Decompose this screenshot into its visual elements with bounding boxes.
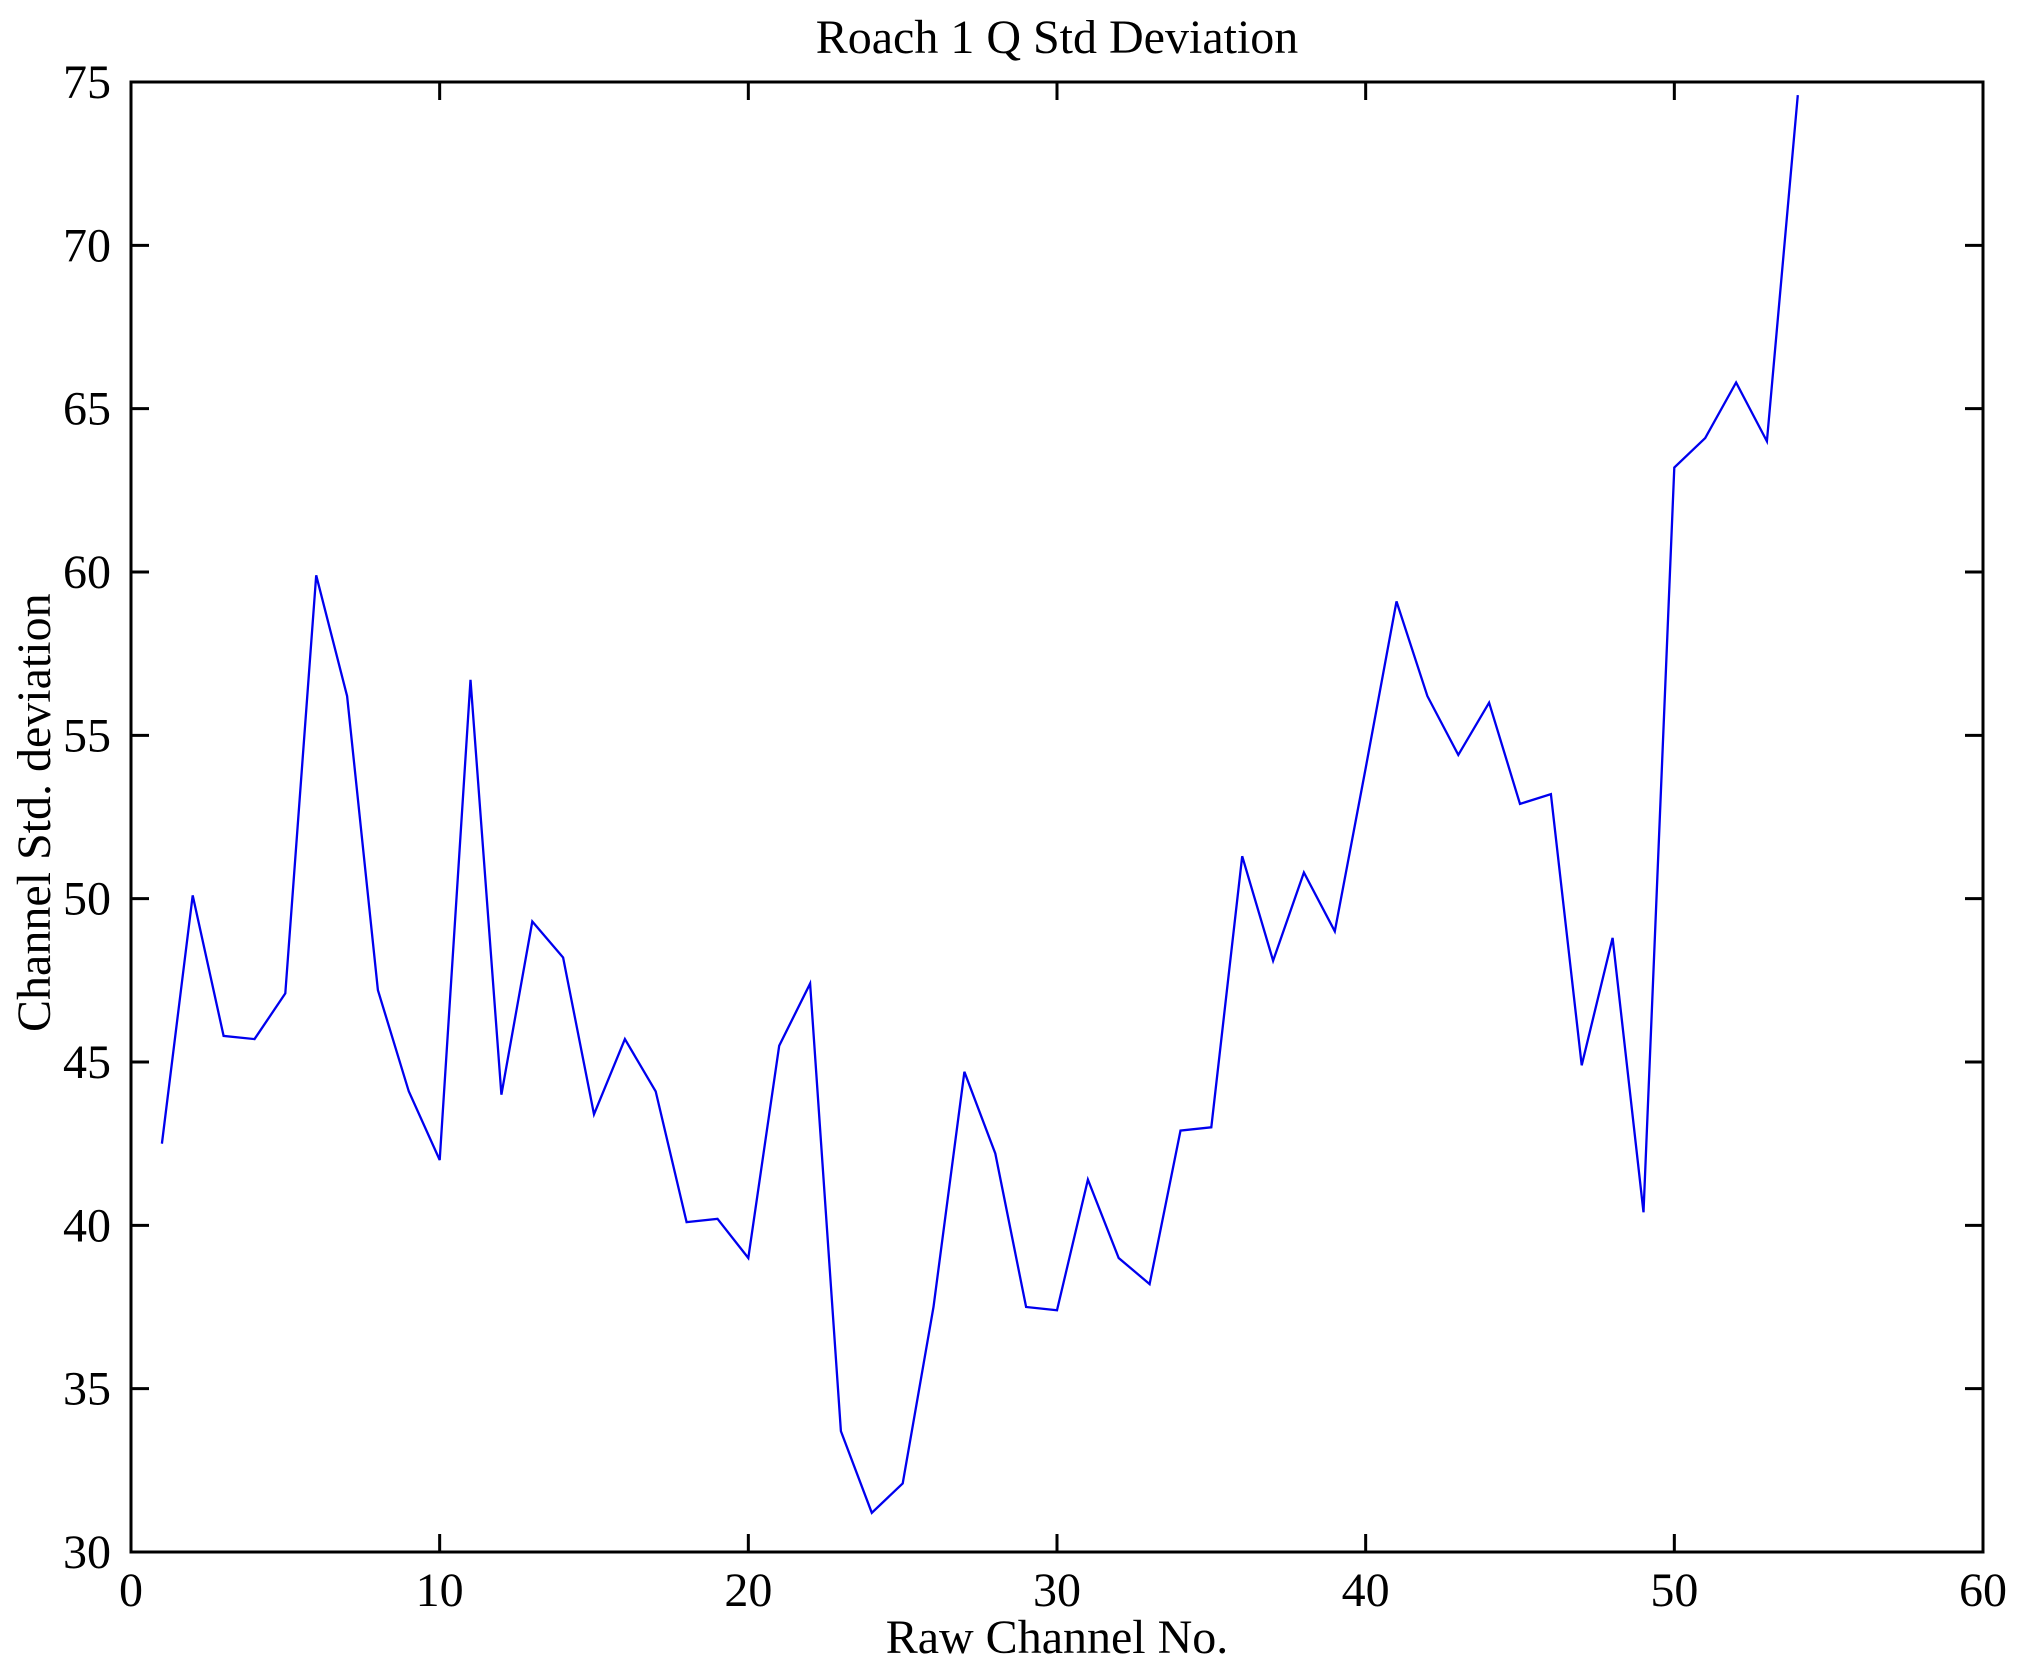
chart-title: Roach 1 Q Std Deviation bbox=[815, 11, 1299, 64]
y-tick-label: 70 bbox=[63, 219, 111, 272]
x-tick-label: 40 bbox=[1342, 1564, 1390, 1617]
y-tick-label: 35 bbox=[63, 1363, 111, 1416]
x-tick-label: 0 bbox=[119, 1564, 143, 1617]
x-tick-label: 10 bbox=[416, 1564, 464, 1617]
y-tick-label: 65 bbox=[63, 383, 111, 436]
y-tick-label: 40 bbox=[63, 1199, 111, 1252]
y-tick-label: 50 bbox=[63, 873, 111, 926]
y-tick-label: 60 bbox=[63, 546, 111, 599]
y-axis-label: Channel Std. deviation bbox=[8, 593, 61, 1032]
y-tick-label: 45 bbox=[63, 1036, 111, 1089]
y-tick-label: 30 bbox=[63, 1526, 111, 1579]
axes-box bbox=[129, 80, 1985, 1554]
data-line bbox=[160, 94, 1799, 1515]
y-tick-label: 75 bbox=[63, 56, 111, 109]
y-tick-label: 55 bbox=[63, 709, 111, 762]
x-tick-label: 60 bbox=[1959, 1564, 2007, 1617]
x-axis-label: Raw Channel No. bbox=[885, 1611, 1229, 1664]
x-tick-label: 20 bbox=[724, 1564, 772, 1617]
x-tick-label: 30 bbox=[1033, 1564, 1081, 1617]
x-tick-label: 50 bbox=[1650, 1564, 1698, 1617]
